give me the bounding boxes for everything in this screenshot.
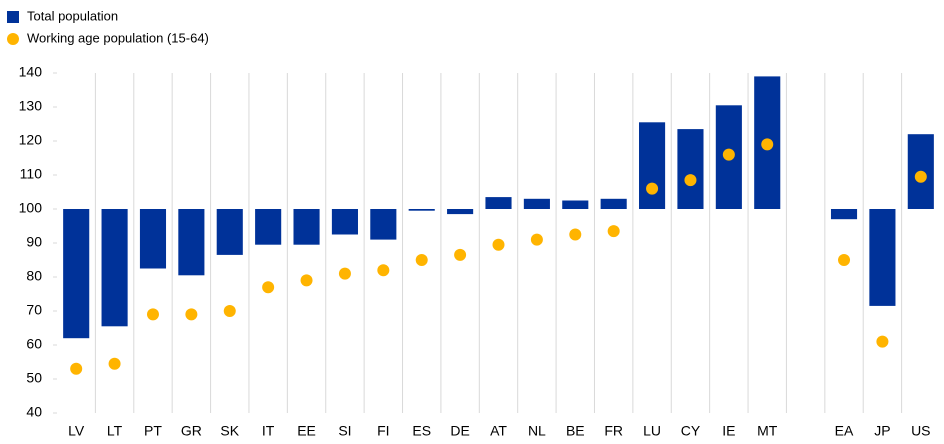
- bar: [677, 129, 704, 209]
- x-tick-label: EE: [297, 423, 316, 439]
- x-tick-label: ES: [412, 423, 431, 439]
- legend-swatch: [7, 11, 19, 23]
- x-tick-label: AT: [490, 423, 507, 439]
- x-tick-label: IT: [262, 423, 275, 439]
- x-tick-label: BE: [566, 423, 585, 439]
- dot: [300, 274, 313, 287]
- bar: [523, 198, 550, 209]
- y-tick-label: 80: [26, 268, 42, 284]
- bar: [447, 209, 474, 215]
- dot: [454, 248, 467, 261]
- bar: [139, 209, 167, 269]
- y-tick-label: 130: [19, 98, 43, 114]
- dot: [684, 174, 697, 187]
- x-tick-label: PT: [144, 423, 162, 439]
- x-tick-label: LU: [643, 423, 661, 439]
- bar: [216, 209, 243, 255]
- bar: [639, 122, 666, 209]
- x-tick-label: LV: [68, 423, 85, 439]
- bar: [63, 209, 90, 339]
- y-tick-label: 120: [19, 132, 43, 148]
- bar: [562, 200, 589, 209]
- dot: [146, 308, 159, 321]
- bar: [869, 209, 896, 306]
- dot: [377, 264, 390, 277]
- x-tick-label: JP: [874, 423, 890, 439]
- dot: [108, 357, 121, 370]
- x-tick-label: DE: [450, 423, 469, 439]
- bar: [255, 209, 282, 245]
- dot: [223, 305, 236, 317]
- x-tick-label: NL: [528, 423, 546, 439]
- x-tick-label: EA: [835, 423, 854, 439]
- dot: [492, 238, 505, 251]
- dot: [646, 182, 659, 195]
- y-tick-label: 100: [19, 200, 43, 216]
- x-tick-label: FI: [377, 423, 389, 439]
- bar: [293, 209, 320, 245]
- dot: [838, 254, 851, 266]
- dot: [569, 228, 582, 241]
- bar: [408, 209, 435, 211]
- bar: [830, 209, 858, 220]
- bar: [485, 197, 512, 209]
- x-tick-label: LT: [107, 423, 123, 439]
- x-tick-label: FR: [604, 423, 623, 439]
- y-tick-label: 70: [26, 302, 42, 318]
- bar: [178, 209, 205, 276]
- bar: [600, 198, 627, 209]
- x-tick-label: SI: [338, 423, 351, 439]
- legend-swatch: [7, 33, 19, 45]
- x-tick-label: US: [911, 423, 930, 439]
- bar: [370, 209, 397, 240]
- dot: [876, 335, 889, 348]
- y-tick-label: 50: [26, 370, 42, 386]
- x-tick-label: CY: [681, 423, 701, 439]
- bar: [331, 209, 358, 235]
- y-tick-label: 90: [26, 234, 42, 250]
- legend-label: Working age population (15-64): [27, 30, 209, 45]
- x-tick-label: SK: [220, 423, 239, 439]
- dot: [914, 170, 927, 183]
- dot: [338, 267, 351, 280]
- x-tick-label: GR: [181, 423, 202, 439]
- y-tick-label: 40: [26, 404, 42, 420]
- y-tick-label: 140: [19, 64, 43, 80]
- dot: [185, 308, 198, 321]
- dot: [761, 138, 774, 151]
- x-tick-label: MT: [757, 423, 778, 439]
- dot: [722, 148, 735, 161]
- legend-label: Total population: [27, 8, 118, 23]
- y-tick-label: 110: [20, 166, 43, 182]
- x-tick-label: IE: [722, 423, 735, 439]
- dot: [70, 362, 83, 375]
- dot: [607, 225, 620, 238]
- bar: [101, 209, 128, 327]
- dot: [415, 254, 428, 266]
- y-tick-label: 60: [26, 336, 42, 352]
- dot: [262, 281, 275, 294]
- dot: [530, 233, 543, 246]
